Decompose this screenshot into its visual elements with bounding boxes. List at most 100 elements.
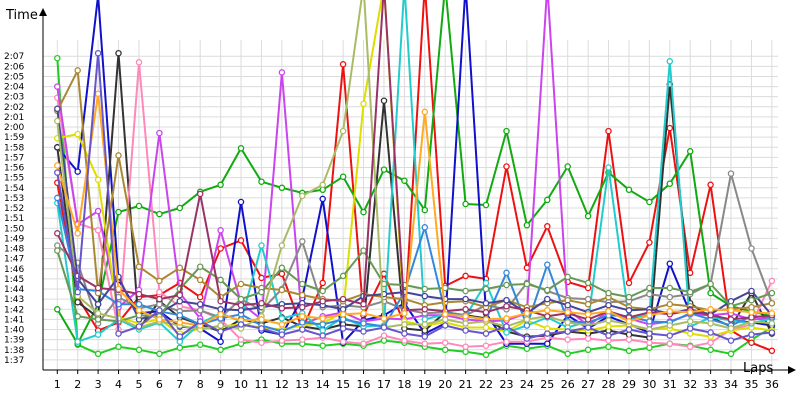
data-point — [196, 190, 204, 198]
data-point — [196, 263, 204, 270]
y-tick-label: 1:37 — [4, 356, 24, 366]
data-point — [217, 297, 224, 305]
data-point — [625, 186, 633, 194]
data-point — [768, 289, 776, 297]
series-14 — [54, 247, 776, 325]
data-point — [646, 339, 653, 346]
y-tick-label: 1:56 — [4, 164, 24, 174]
data-point — [686, 288, 694, 296]
data-point — [666, 124, 674, 132]
data-point — [360, 310, 367, 317]
x-tick-label: 22 — [479, 378, 493, 391]
y-tick-label: 1:48 — [4, 245, 24, 255]
data-point — [401, 337, 408, 344]
data-point — [748, 296, 755, 304]
x-tick-label: 34 — [724, 378, 738, 391]
data-point — [523, 280, 531, 288]
data-point — [339, 338, 347, 345]
data-point — [94, 284, 102, 292]
data-point — [319, 279, 326, 287]
data-point — [584, 295, 592, 303]
data-point — [94, 310, 102, 317]
x-tick-label: 9 — [217, 378, 224, 391]
data-point — [299, 336, 306, 343]
data-point — [94, 289, 102, 297]
data-point — [503, 281, 510, 289]
series-line — [56, 69, 773, 312]
data-point — [605, 289, 612, 297]
x-tick-label: 35 — [744, 378, 758, 391]
data-point — [258, 325, 265, 332]
data-point — [584, 335, 592, 342]
data-point — [584, 300, 592, 308]
series-line — [56, 172, 773, 325]
series-2 — [54, 0, 776, 355]
data-point — [544, 340, 551, 347]
x-tick-label: 32 — [683, 378, 697, 391]
data-point — [339, 316, 347, 323]
data-point — [748, 245, 755, 252]
data-point — [523, 310, 531, 317]
data-point — [666, 180, 674, 187]
x-tick-label: 14 — [316, 378, 330, 391]
data-point — [156, 350, 163, 358]
data-point — [646, 284, 653, 292]
data-point — [156, 300, 163, 308]
x-axis-title: Laps — [743, 361, 773, 376]
x-tick-label: 2 — [74, 378, 81, 391]
data-point — [564, 301, 571, 309]
series-line — [56, 92, 772, 327]
data-point — [176, 264, 184, 272]
data-point — [360, 328, 367, 335]
data-point — [176, 291, 184, 299]
data-point — [135, 290, 143, 298]
data-point — [482, 342, 490, 349]
data-point — [217, 346, 224, 354]
data-point — [237, 336, 245, 343]
series-line — [56, 0, 773, 321]
x-tick-label: 21 — [459, 378, 473, 391]
data-point — [421, 340, 429, 347]
data-point — [319, 195, 326, 203]
data-point — [339, 61, 347, 68]
data-point — [462, 200, 469, 208]
data-point — [564, 309, 571, 316]
data-point — [462, 306, 469, 313]
data-point — [217, 328, 224, 335]
data-point — [584, 284, 592, 292]
x-tick-label: 15 — [336, 378, 350, 391]
data-point — [299, 280, 306, 288]
data-point — [605, 323, 612, 330]
data-point — [707, 329, 714, 336]
data-point — [74, 130, 81, 138]
y-tick-label: 1:42 — [4, 305, 24, 315]
data-point — [686, 318, 694, 325]
data-point — [768, 299, 776, 307]
data-point — [544, 307, 551, 314]
data-point — [217, 322, 224, 329]
data-point — [74, 288, 81, 296]
x-tick-label: 12 — [275, 378, 289, 391]
y-tick-label: 2:03 — [4, 93, 24, 103]
data-point — [666, 340, 674, 347]
data-point — [727, 337, 735, 344]
data-point — [54, 162, 61, 169]
data-point — [176, 333, 184, 340]
data-point — [339, 127, 347, 135]
data-point — [646, 198, 653, 206]
data-point — [217, 245, 224, 252]
data-point — [217, 181, 224, 189]
data-point — [503, 269, 510, 277]
data-point — [237, 237, 245, 244]
data-point — [707, 346, 714, 354]
data-point — [441, 346, 449, 354]
data-point — [482, 201, 490, 209]
data-point — [401, 321, 408, 328]
data-point — [666, 308, 674, 315]
data-point — [135, 307, 143, 314]
y-tick-label: 1:53 — [4, 194, 24, 204]
data-point — [74, 313, 81, 320]
data-point — [421, 321, 429, 328]
data-point — [503, 163, 510, 170]
data-point — [564, 273, 571, 281]
